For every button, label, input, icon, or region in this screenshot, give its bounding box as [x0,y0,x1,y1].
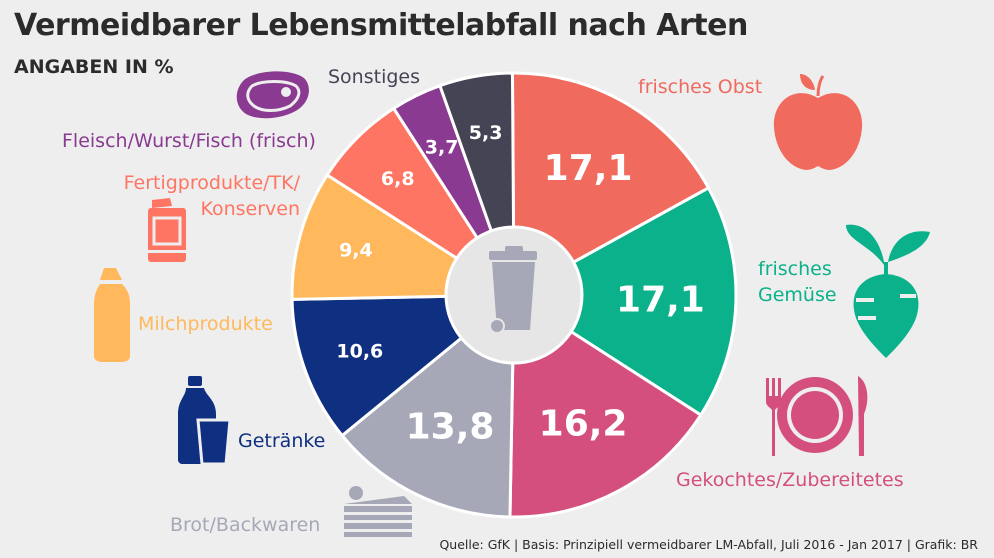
label-getraenke: Getränke [238,430,326,452]
slice-value-label-5: 10,6 [336,341,383,363]
label-fertigprodukte: Fertigprodukte/TK/ Konserven [88,170,300,222]
chart-subtitle: ANGABEN IN % [14,56,174,78]
label-fertigprodukte-line2: Konserven [200,198,300,220]
slice-value-label-1: 17,1 [544,148,633,189]
pie-slice-3 [508,292,703,519]
label-frisches-gemuese-line1: frisches [758,258,832,280]
label-gekochtes: Gekochtes/Zubereitetes [676,469,904,491]
can-icon [148,198,186,262]
label-brot-backwaren: Brot/Backwaren [170,514,321,536]
cake-icon [344,486,412,537]
label-frisches-gemuese-line2: Gemüse [758,284,837,306]
label-milchprodukte: Milchprodukte [138,313,273,335]
label-fertigprodukte-line1: Fertigprodukte/TK/ [123,172,300,194]
source-note: Quelle: GfK | Basis: Prinzipiell vermeid… [439,537,978,552]
pie-slice-2 [511,185,738,418]
label-sonstiges: Sonstiges [328,66,421,88]
steak-icon [236,71,309,119]
milk-bottle-icon [94,268,130,362]
slice-value-label-8: 3,7 [425,137,459,159]
trash-bin-icon [489,246,537,334]
slice-value-label-3: 16,2 [539,404,628,445]
pie-slice-4 [340,291,516,519]
pie-slice-1 [510,71,711,298]
label-frisches-obst: frisches Obst [638,76,763,98]
slice-value-label-7: 6,8 [381,168,415,190]
chart-title: Vermeidbarer Lebensmittelabfall nach Art… [14,8,748,43]
slice-value-label-9: 5,3 [469,122,503,144]
slice-value-label-6: 9,4 [339,239,373,261]
label-fleisch-wurst-fisch: Fleisch/Wurst/Fisch (frisch) [62,130,316,152]
slice-value-label-4: 13,8 [406,406,495,447]
apple-icon [773,74,863,170]
slice-value-label-2: 17,1 [616,279,705,320]
beet-icon [846,224,930,358]
bottle-glass-icon [178,376,232,466]
plate-cutlery-icon [766,376,868,456]
label-frisches-gemuese: frisches Gemüse [758,256,837,308]
